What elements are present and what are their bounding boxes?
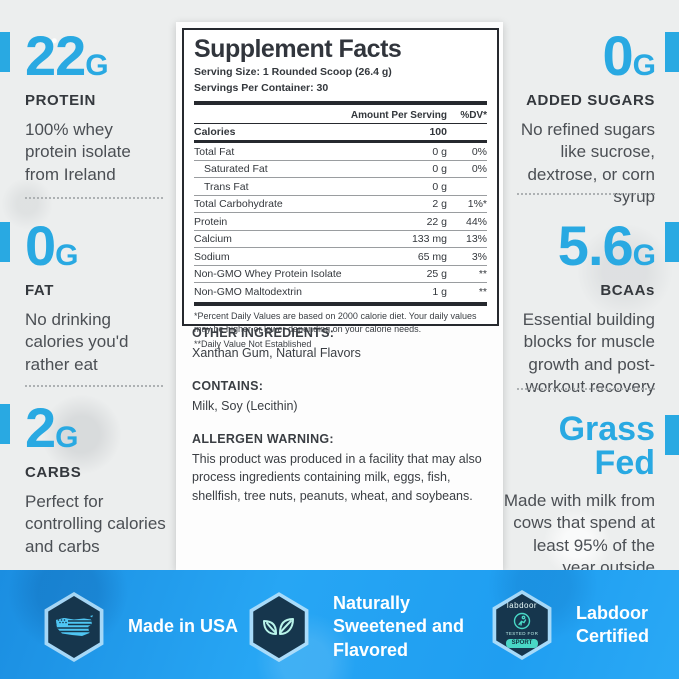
badge-label: Labdoor Certified bbox=[576, 602, 650, 646]
leaves-icon bbox=[253, 596, 305, 659]
section-heading: CONTAINS: bbox=[192, 378, 264, 393]
stat-description: No drinking calories you'd rather eat bbox=[25, 310, 129, 374]
made-in-usa-badge: Made in USA bbox=[42, 592, 258, 662]
stat-description: 100% whey protein isolate from Ireland bbox=[25, 120, 131, 184]
badge-label: Made in USA bbox=[128, 616, 239, 637]
footer-band: Made in USA Naturally Sweetened and Flav… bbox=[0, 570, 679, 679]
table-row: Protein 22 g 44% bbox=[194, 213, 487, 231]
table-header: Amount Per Serving %DV* bbox=[194, 108, 487, 124]
stat-value: Grass Fed bbox=[558, 410, 655, 482]
stat-value: 2G bbox=[25, 396, 79, 459]
stat-value: 0G bbox=[602, 24, 657, 87]
stat-label: PROTEIN bbox=[25, 92, 96, 109]
left-edge-accent-bar bbox=[0, 32, 10, 72]
table-row: Saturated Fat 0 g 0% bbox=[194, 161, 487, 178]
dotted-divider bbox=[517, 193, 655, 195]
dotted-divider bbox=[517, 388, 655, 390]
left-edge-accent-bar bbox=[0, 404, 10, 444]
footnote: **Daily Value Not Established bbox=[194, 338, 312, 349]
column-header-amount: Amount Per Serving bbox=[350, 109, 447, 121]
section-body: Milk, Soy (Lecithin) bbox=[192, 398, 298, 413]
labdoor-certified-badge: labdoor TESTED FOR SPORT Labdoor Certifi… bbox=[490, 590, 676, 660]
thick-rule bbox=[194, 301, 487, 306]
stat-label: ADDED SUGARS bbox=[526, 92, 655, 109]
stat-added-sugars: 0G ADDED SUGARS No refined sugars like s… bbox=[513, 24, 657, 209]
stat-description: Essential building blocks for muscle gro… bbox=[522, 310, 655, 397]
contains-section: CONTAINS: Milk, Soy (Lecithin) bbox=[192, 379, 487, 416]
left-edge-accent-bar bbox=[0, 222, 10, 262]
table-row-calories: Calories 100 bbox=[194, 124, 487, 143]
section-body: Xanthan Gum, Natural Flavors bbox=[192, 346, 361, 360]
section-heading: OTHER INGREDIENTS: bbox=[192, 326, 335, 340]
stat-value: 0G bbox=[25, 214, 79, 277]
column-header-dv: %DV* bbox=[460, 109, 487, 121]
stat-grass-fed: Grass Fed Made with milk from cows that … bbox=[497, 412, 655, 580]
stat-description: Made with milk from cows that spend at l… bbox=[503, 491, 655, 578]
stat-label: FAT bbox=[25, 282, 55, 299]
stat-description: No refined sugars like sucrose, dextrose… bbox=[520, 120, 655, 207]
allergen-warning-section: ALLERGEN WARNING: This product was produ… bbox=[192, 432, 487, 506]
stat-label: BCAAs bbox=[600, 282, 655, 299]
panel-title: Supplement Facts bbox=[194, 35, 402, 63]
stat-protein: 22G PROTEIN 100% whey protein isolate fr… bbox=[25, 28, 165, 186]
stat-fat: 0G FAT No drinking calories you'd rather… bbox=[25, 218, 165, 376]
right-edge-accent-bar bbox=[665, 415, 679, 455]
table-row: Trans Fat 0 g bbox=[194, 178, 487, 196]
section-body: This product was produced in a facility … bbox=[192, 451, 482, 504]
supplement-facts-card: Supplement Facts Serving Size: 1 Rounded… bbox=[176, 22, 503, 570]
usa-map-icon bbox=[48, 596, 100, 658]
stat-description: Perfect for controlling calories and car… bbox=[25, 492, 166, 556]
table-row: Total Fat 0 g 0% bbox=[194, 143, 487, 161]
stat-value: 22G bbox=[25, 24, 109, 87]
footnote: *Percent Daily Values are based on 2000 … bbox=[194, 310, 477, 334]
table-row: Sodium 65 mg 3% bbox=[194, 248, 487, 266]
stat-bcaas: 5.6G BCAAs Essential building blocks for… bbox=[505, 214, 656, 399]
naturally-sweetened-badge: Naturally Sweetened and Flavored bbox=[247, 592, 503, 663]
serving-size: Serving Size: 1 Rounded Scoop (26.4 g) bbox=[194, 66, 392, 79]
table-row: Non-GMO Maltodextrin 1 g ** bbox=[194, 285, 487, 298]
stat-value: 5.6G bbox=[557, 214, 656, 277]
ingredients-sections: OTHER INGREDIENTS: Xanthan Gum, Natural … bbox=[192, 326, 487, 522]
stat-carbs: 2G CARBS Perfect for controlling calorie… bbox=[25, 400, 170, 558]
right-edge-accent-bar bbox=[665, 222, 679, 262]
badge-label: Naturally Sweetened and Flavored bbox=[333, 593, 465, 660]
table-row: Total Carbohydrate 2 g 1%* bbox=[194, 196, 487, 213]
other-ingredients-section: OTHER INGREDIENTS: Xanthan Gum, Natural … bbox=[192, 326, 487, 363]
right-edge-accent-bar bbox=[665, 32, 679, 72]
thick-rule bbox=[194, 100, 487, 105]
section-heading: ALLERGEN WARNING: bbox=[192, 431, 334, 446]
servings-per-container: Servings Per Container: 30 bbox=[194, 82, 329, 95]
stat-label: CARBS bbox=[25, 464, 82, 481]
dotted-divider bbox=[25, 197, 163, 199]
table-row: Calcium 133 mg 13% bbox=[194, 231, 487, 248]
table-row: Non-GMO Whey Protein Isolate 25 g ** bbox=[194, 266, 487, 283]
labdoor-icon: labdoor TESTED FOR SPORT bbox=[496, 594, 548, 656]
supplement-facts-panel: Supplement Facts Serving Size: 1 Rounded… bbox=[182, 28, 499, 349]
dotted-divider bbox=[25, 385, 163, 387]
